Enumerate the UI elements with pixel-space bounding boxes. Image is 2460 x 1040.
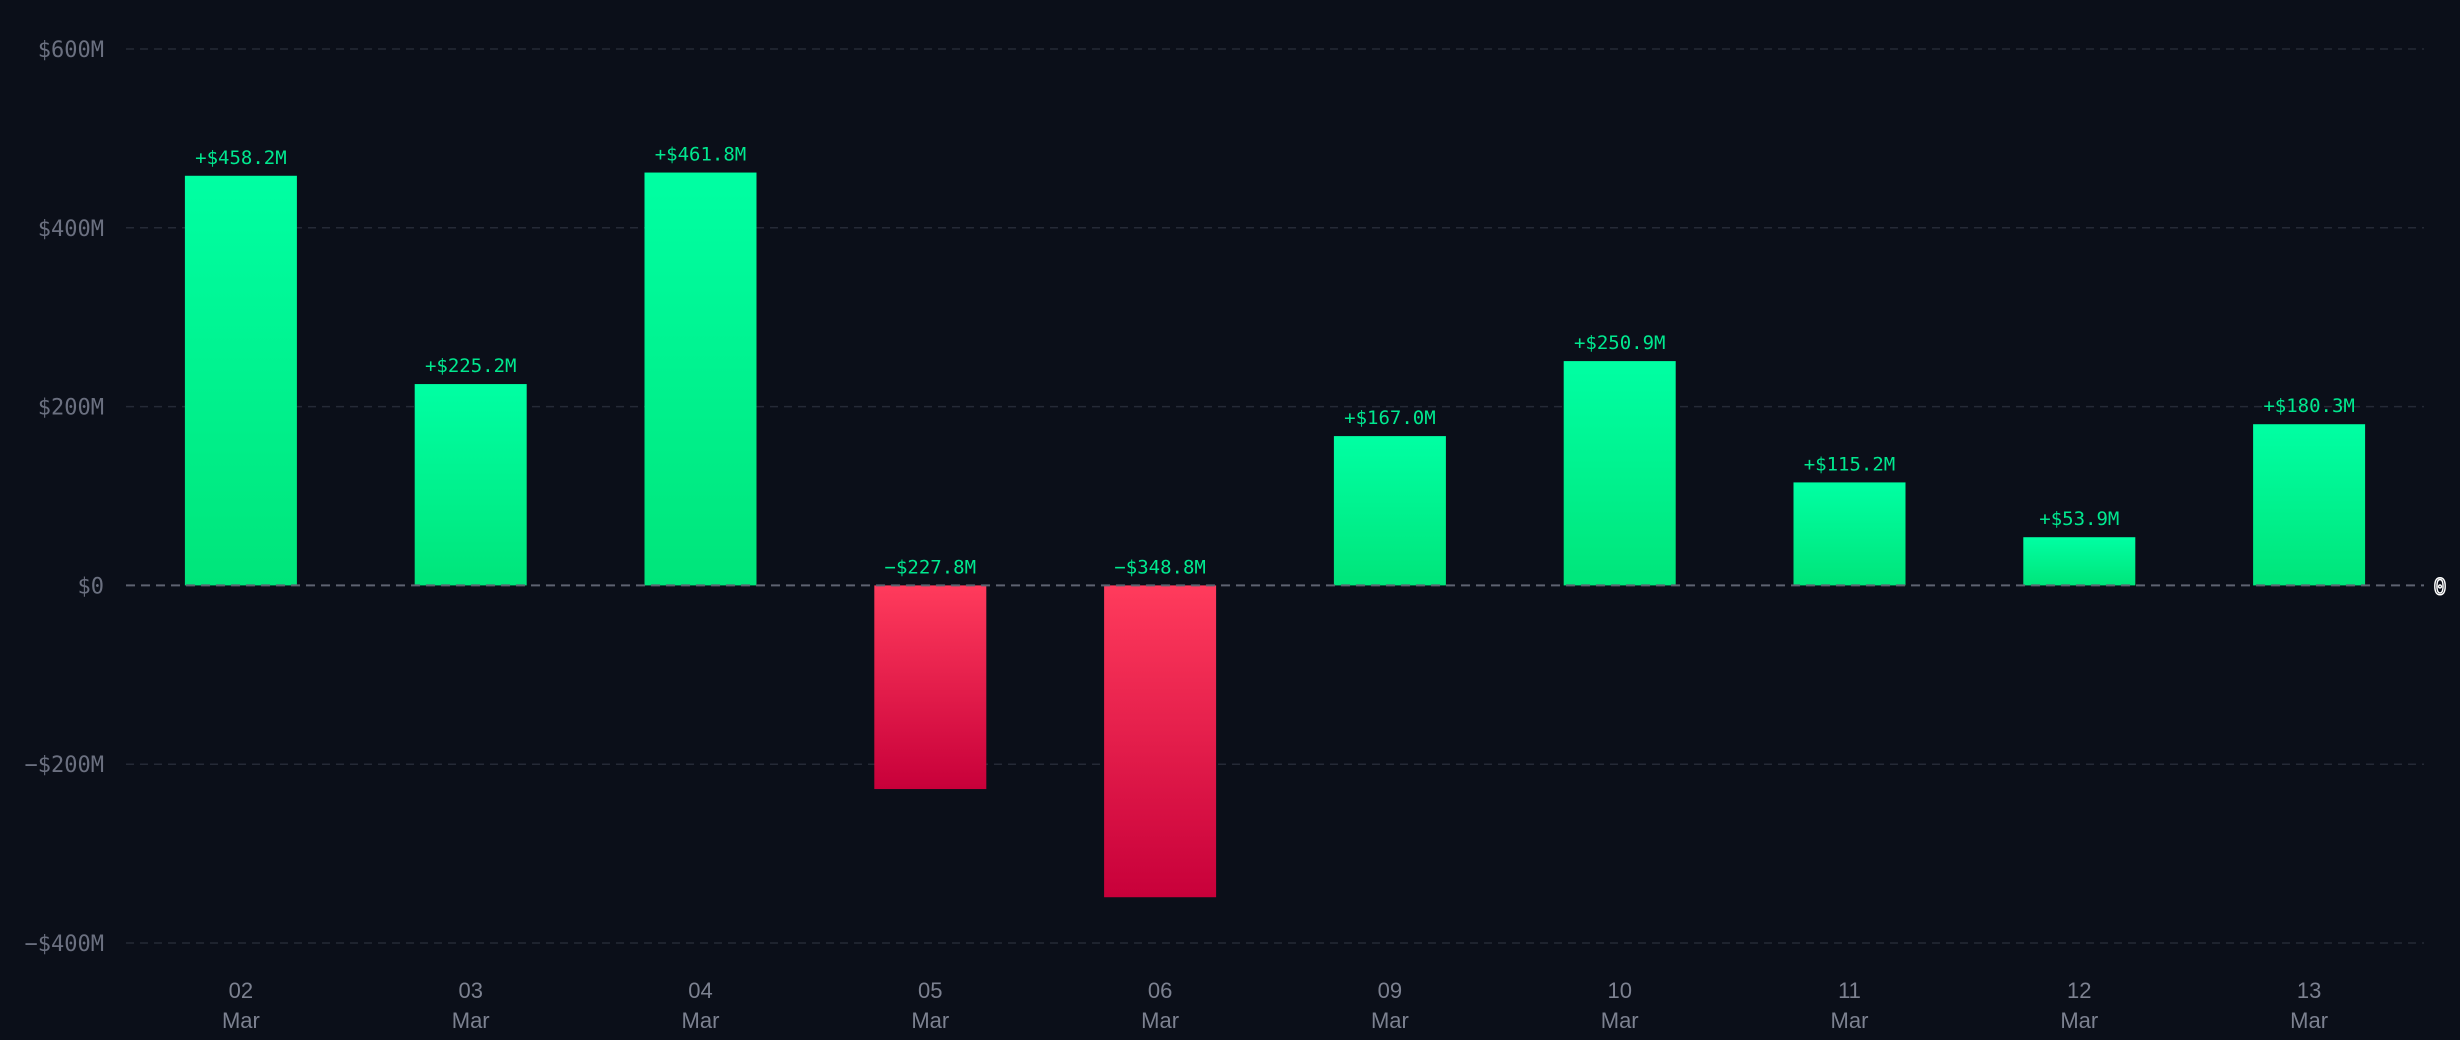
data-labels: +$458.2M +$225.2M +$461.8M −$227.8M −$348.8M… xyxy=(195,144,2355,579)
bar-09[interactable] xyxy=(1333,436,1446,586)
data-label: +$461.8M xyxy=(655,144,747,166)
bar-03[interactable] xyxy=(414,384,527,586)
y-tick-label: $400M xyxy=(38,217,104,242)
data-label: −$227.8M xyxy=(885,556,977,578)
data-label: +$250.9M xyxy=(1574,332,1666,354)
x-tick-month: Mar xyxy=(1831,1008,1869,1033)
bar-06[interactable] xyxy=(1104,585,1217,898)
x-tick-month: Mar xyxy=(1371,1008,1409,1033)
bars xyxy=(184,172,2366,898)
data-label: +$180.3M xyxy=(2263,395,2355,417)
x-tick-day: 06 xyxy=(1148,978,1172,1003)
x-tick-month: Mar xyxy=(2290,1008,2328,1033)
x-tick-day: 12 xyxy=(2067,978,2091,1003)
x-tick-day: 04 xyxy=(688,978,712,1003)
x-tick-month: Mar xyxy=(222,1008,260,1033)
x-tick-day: 10 xyxy=(1607,978,1631,1003)
bar-10[interactable] xyxy=(1563,361,1676,586)
y-tick-label: $600M xyxy=(38,38,104,63)
x-tick-day: 09 xyxy=(1378,978,1402,1003)
x-tick-day: 02 xyxy=(229,978,253,1003)
x-tick-month: Mar xyxy=(1601,1008,1639,1033)
x-tick-month: Mar xyxy=(682,1008,720,1033)
bar-12[interactable] xyxy=(2023,537,2136,586)
y-tick-label: −$200M xyxy=(25,753,104,778)
data-label: +$167.0M xyxy=(1344,407,1436,429)
bar-05[interactable] xyxy=(874,585,987,790)
y-tick-label: $0 xyxy=(78,574,105,599)
x-tick-month: Mar xyxy=(2060,1008,2098,1033)
zero-line-group: 0 xyxy=(126,575,2447,601)
data-label: +$225.2M xyxy=(425,355,517,377)
bar-13[interactable] xyxy=(2253,424,2366,586)
x-axis: 02 Mar 03 Mar 04 Mar 05 Mar 06 Mar 09 Mar 10 Mar 11 Mar… xyxy=(222,978,2328,1033)
bar-04[interactable] xyxy=(644,172,757,586)
x-tick-month: Mar xyxy=(452,1008,490,1033)
bar-02[interactable] xyxy=(184,175,297,586)
x-tick-day: 13 xyxy=(2297,978,2321,1003)
y-axis: $600M $400M $200M $0 −$200M −$400M xyxy=(25,38,104,957)
x-tick-day: 05 xyxy=(918,978,942,1003)
data-label: +$458.2M xyxy=(195,147,287,169)
x-tick-month: Mar xyxy=(1141,1008,1179,1033)
y-tick-label: −$400M xyxy=(25,932,104,957)
x-tick-day: 11 xyxy=(1838,978,1861,1003)
bar-11[interactable] xyxy=(1793,482,1906,586)
data-label: +$115.2M xyxy=(1804,453,1896,475)
zero-marker-label: 0 xyxy=(2433,575,2446,600)
x-tick-month: Mar xyxy=(911,1008,949,1033)
x-tick-day: 03 xyxy=(458,978,482,1003)
data-label: −$348.8M xyxy=(1114,556,1206,578)
y-tick-label: $200M xyxy=(38,396,104,421)
data-label: +$53.9M xyxy=(2039,508,2119,530)
